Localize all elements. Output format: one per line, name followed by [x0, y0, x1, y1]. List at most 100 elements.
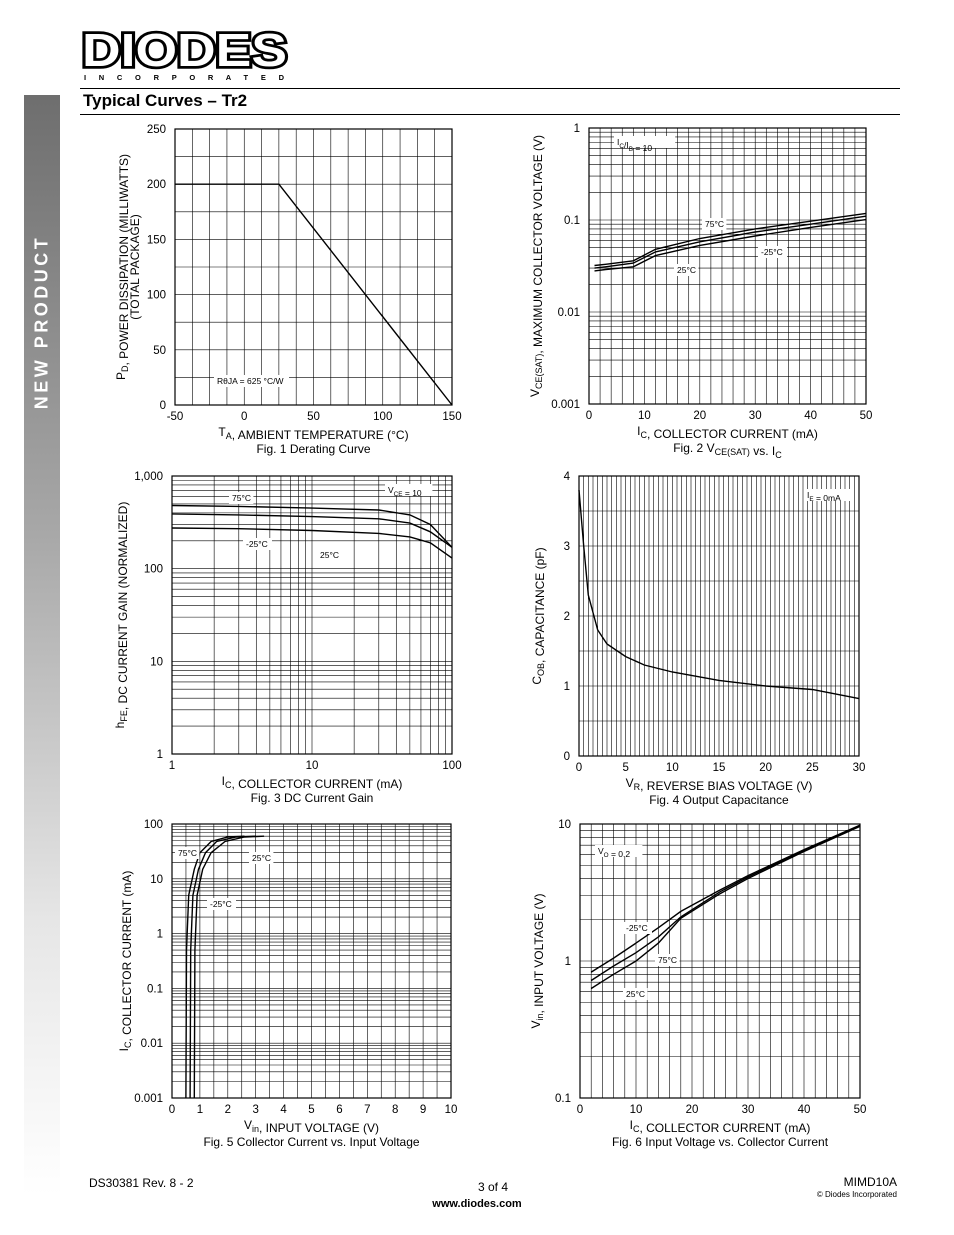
fig3-series-label-bg — [229, 492, 254, 504]
fig2-plot-frame — [588, 127, 867, 405]
fig4-xlabel: VR, REVERSE BIAS VOLTAGE (V) — [626, 776, 813, 793]
fig3-dc-current-gain: 1 10 100 1 10 100 1,000 IC, COLLECTOR CURRENT (… — [113, 471, 462, 805]
fig4-x-tick-label: 10 — [666, 762, 679, 774]
fig4-caption: Fig. 4 Output Capacitance — [649, 793, 789, 807]
fig5-xlabel: Vin, INPUT VOLTAGE (V) — [244, 1118, 379, 1135]
fig3-series-line — [171, 504, 453, 548]
fig4-y-tick-label: 4 — [564, 471, 571, 483]
fig1-ylabel-2: (TOTAL PACKAGE) — [128, 214, 142, 320]
fig5-x-tick-label: 10 — [445, 1104, 458, 1116]
fig6-input-voltage-vs-collector-current: 0 10 20 30 40 50 0.1 1 10 IC, COLLECTOR CURRENT (… — [529, 819, 866, 1149]
website-link[interactable]: www.diodes.com — [432, 1198, 522, 1210]
fig3-ylabel: hFE, DC CURRENT GAIN (NORMALIZED) — [113, 502, 130, 729]
fig1-y-tick-label: 200 — [147, 179, 166, 191]
fig4-x-tick-label: 5 — [622, 762, 628, 774]
fig4-grid — [578, 475, 860, 757]
copyright: © Diodes Incorporated — [816, 1190, 897, 1199]
logo-text: DIODES — [82, 30, 287, 76]
fig2-y-tick-label: 0.01 — [558, 307, 580, 319]
fig3-y-tick-label: 1 — [157, 749, 163, 761]
fig4-y-tick-label: 3 — [564, 541, 570, 553]
fig4-ylabel: COB, CAPACITANCE (pF) — [530, 547, 547, 684]
fig5-x-tick-label: 5 — [308, 1104, 314, 1116]
fig1-x-tick-label: 0 — [241, 411, 247, 423]
new-product-sidebar — [24, 95, 60, 1195]
fig5-ylabel: IC, COLLECTOR CURRENT (mA) — [117, 871, 134, 1052]
fig5-y-tick-label: 0.01 — [141, 1038, 163, 1050]
fig6-series-label-bg — [623, 922, 652, 934]
fig1-x-tick-label: 50 — [307, 411, 320, 423]
fig1-x-tick-label: -50 — [167, 411, 184, 423]
fig4-y-tick-label: 0 — [564, 751, 570, 763]
fig6-condition-bg — [595, 845, 643, 857]
fig5-series-label-bg — [249, 852, 274, 864]
fig1-y-tick-label: 0 — [160, 400, 166, 412]
header-rule-top — [80, 88, 900, 89]
fig6-x-tick-label: 30 — [742, 1104, 755, 1116]
fig3-x-tick-label: 10 — [306, 760, 319, 772]
fig4-x-tick-label: 25 — [806, 762, 819, 774]
fig2-series-label-bg — [674, 264, 699, 276]
fig5-series-label: 75°C — [178, 848, 197, 858]
fig5-x-tick-label: 7 — [364, 1104, 370, 1116]
fig4-y-tick-label: 2 — [564, 611, 570, 623]
fig5-x-tick-label: 1 — [197, 1104, 203, 1116]
fig5-collector-current-vs-input-voltage: 0 1 2 3 4 5 6 7 8 9 10 0.001 0.01 0.1 1 10 100 Vin, INPUT… — [117, 819, 457, 1149]
part-number: MIMD10A — [843, 1175, 897, 1189]
fig5-x-tick-label: 6 — [336, 1104, 342, 1116]
fig3-series-label: 25°C — [320, 550, 339, 560]
fig2-x-tick-label: 20 — [693, 410, 706, 422]
fig3-y-tick-label: 10 — [150, 656, 163, 668]
fig3-series-line — [171, 527, 453, 559]
fig5-y-tick-label: 1 — [157, 929, 163, 941]
fig6-series-label: 75°C — [658, 955, 677, 965]
fig1-x-tick-label: 150 — [442, 411, 461, 423]
logo-text-inner: DIODES — [82, 30, 287, 76]
fig2-series-label: -25°C — [761, 247, 783, 257]
fig2-xlabel: IC, COLLECTOR CURRENT (mA) — [637, 424, 818, 441]
fig2-caption: Fig. 2 VCE(SAT) vs. IC — [673, 441, 782, 460]
fig6-x-tick-label: 0 — [577, 1104, 583, 1116]
fig5-y-tick-label: 100 — [144, 819, 163, 831]
fig4-x-tick-label: 0 — [576, 762, 582, 774]
fig6-series-label: 25°C — [626, 989, 645, 999]
fig5-series-line — [189, 835, 256, 1099]
fig1-y-tick-label: 250 — [147, 124, 166, 136]
fig2-ylabel: VCE(SAT), MAXIMUM COLLECTOR VOLTAGE (V) — [528, 135, 545, 397]
fig2-series-line — [594, 215, 867, 269]
fig5-series-label-bg — [207, 898, 236, 910]
fig3-condition-bg — [385, 484, 433, 496]
fig5-y-tick-label: 10 — [150, 874, 163, 886]
fig1-y-tick-label: 50 — [153, 345, 166, 357]
fig6-ylabel: Vin, INPUT VOLTAGE (V) — [529, 893, 546, 1028]
fig2-x-tick-label: 40 — [804, 410, 817, 422]
fig6-series-line — [590, 825, 861, 982]
fig1-series-line — [175, 183, 453, 406]
fig3-condition: VCE = 10 — [388, 485, 422, 498]
fig4-x-tick-label: 20 — [759, 762, 772, 774]
fig5-series-label-bg — [175, 847, 200, 859]
fig6-y-tick-label: 0.1 — [555, 1093, 571, 1105]
header-rule-bottom — [80, 114, 900, 115]
fig5-plot-frame — [171, 823, 452, 1099]
fig2-vcesat-vs-ic: 0 10 20 30 40 50 0.001 0.01 0.1 1 IC, COLLECTOR CU… — [528, 123, 872, 460]
diodes-logo: DIODES DIODES I N C O R P O R A T E D — [82, 30, 290, 82]
fig2-condition: IC/IB = 10 — [617, 137, 652, 153]
fig2-y-tick-label: 1 — [574, 123, 580, 135]
fig6-series-label: -25°C — [626, 923, 648, 933]
fig2-condition-bg — [614, 136, 676, 148]
fig5-series-label: 25°C — [252, 853, 271, 863]
fig6-xlabel: IC, COLLECTOR CURRENT (mA) — [630, 1118, 811, 1135]
fig5-x-tick-label: 9 — [420, 1104, 426, 1116]
fig4-y-tick-label: 1 — [564, 681, 570, 693]
fig1-caption: Fig. 1 Derating Curve — [256, 442, 370, 456]
fig3-series-label: -25°C — [246, 539, 268, 549]
fig5-x-tick-label: 0 — [169, 1104, 175, 1116]
fig3-y-tick-label: 100 — [144, 564, 163, 576]
fig4-series-line — [578, 489, 860, 700]
fig6-plot-frame — [579, 823, 861, 1099]
fig3-plot-frame — [171, 475, 453, 755]
fig3-y-tick-label: 1,000 — [134, 471, 163, 483]
fig6-series-line — [590, 825, 861, 990]
